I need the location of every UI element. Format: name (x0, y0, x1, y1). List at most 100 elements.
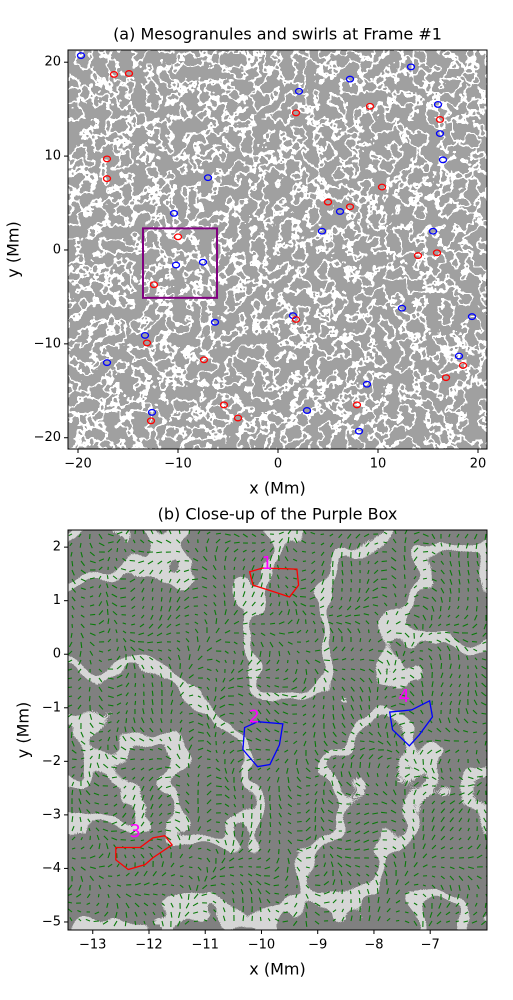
velocity-arrow (70, 632, 73, 638)
velocity-arrow (256, 727, 262, 733)
velocity-arrow (458, 664, 461, 670)
velocity-arrow (404, 892, 410, 895)
velocity-arrow (314, 677, 317, 684)
velocity-arrow (314, 659, 321, 664)
velocity-arrow (329, 542, 334, 548)
y-tick-label: 0 (53, 242, 61, 257)
velocity-arrow (246, 738, 253, 742)
velocity-arrow (465, 902, 469, 907)
velocity-arrow (167, 649, 172, 652)
velocity-arrow (223, 575, 226, 580)
velocity-arrow (422, 911, 425, 918)
velocity-arrow (431, 825, 435, 832)
velocity-arrow (98, 619, 105, 625)
velocity-arrow (401, 668, 406, 671)
velocity-arrow (359, 753, 364, 760)
velocity-arrow (419, 657, 424, 661)
swirl-contour (102, 175, 112, 183)
velocity-arrow (257, 684, 262, 688)
velocity-arrow (220, 722, 226, 726)
velocity-arrow (358, 898, 361, 904)
velocity-arrow (165, 829, 172, 832)
velocity-arrow (366, 888, 370, 895)
velocity-arrow (161, 872, 167, 877)
velocity-arrow (68, 668, 73, 671)
swirl-contour (102, 155, 112, 163)
velocity-arrow (170, 911, 173, 918)
velocity-arrow (206, 740, 212, 745)
velocity-arrow (403, 564, 406, 571)
velocity-arrow (269, 622, 276, 625)
swirl-contour (291, 109, 301, 117)
velocity-arrow (197, 655, 203, 661)
velocity-arrow (185, 799, 190, 805)
velocity-arrow (368, 762, 371, 769)
x-tick-label: 0 (274, 457, 282, 472)
velocity-arrow (71, 766, 76, 769)
velocity-arrow (98, 677, 103, 683)
velocity-arrow (267, 908, 271, 913)
velocity-arrow (149, 758, 154, 761)
velocity-arrow (77, 695, 82, 700)
velocity-arrow (78, 659, 82, 666)
velocity-arrow (463, 730, 469, 733)
y-tick-label: −2 (42, 754, 61, 769)
velocity-arrow (373, 569, 379, 575)
velocity-arrow (357, 882, 361, 886)
velocity-arrow (312, 704, 316, 708)
velocity-arrow (336, 791, 343, 796)
velocity-arrow (158, 794, 163, 800)
velocity-arrow (346, 871, 352, 877)
velocity-arrow (440, 816, 445, 823)
velocity-arrow (287, 641, 293, 645)
velocity-arrow (359, 722, 363, 727)
velocity-arrow (431, 808, 435, 814)
velocity-arrow (382, 594, 388, 598)
velocity-arrow (258, 701, 262, 706)
velocity-arrow (274, 685, 280, 688)
velocity-arrow (474, 690, 478, 697)
velocity-arrow (134, 911, 138, 917)
velocity-arrow (346, 781, 352, 787)
velocity-arrow (291, 686, 298, 690)
velocity-arrow (206, 677, 211, 681)
velocity-arrow (221, 731, 226, 735)
velocity-arrow (269, 612, 274, 616)
velocity-arrow (395, 749, 400, 754)
velocity-arrow (364, 596, 370, 602)
velocity-arrow (283, 721, 289, 724)
velocity-arrow (410, 650, 415, 654)
velocity-arrow (300, 602, 307, 607)
velocity-arrow (435, 749, 442, 754)
velocity-arrow (377, 677, 380, 684)
velocity-arrow (413, 758, 417, 764)
velocity-arrow (215, 785, 222, 788)
velocity-arrow (475, 749, 478, 755)
velocity-arrow (206, 636, 211, 643)
velocity-arrow (431, 690, 434, 697)
velocity-arrow (130, 596, 136, 601)
velocity-arrow (192, 557, 199, 562)
velocity-arrow (294, 902, 298, 908)
velocity-arrow (458, 799, 464, 805)
velocity-arrow (175, 763, 181, 769)
velocity-arrow (203, 595, 208, 598)
velocity-arrow (481, 658, 487, 661)
velocity-arrow (350, 695, 355, 702)
velocity-arrow (68, 722, 73, 729)
velocity-arrow (300, 587, 307, 590)
velocity-arrow (278, 794, 282, 801)
velocity-arrow (320, 816, 325, 823)
velocity-arrow (374, 542, 379, 545)
velocity-arrow (106, 583, 109, 589)
velocity-arrow (113, 803, 118, 807)
velocity-arrow (206, 799, 212, 805)
velocity-arrow (287, 794, 293, 800)
velocity-arrow (474, 665, 478, 670)
velocity-arrow (386, 659, 390, 666)
velocity-arrow (328, 799, 334, 805)
velocity-arrow (184, 614, 190, 617)
velocity-arrow (115, 735, 118, 742)
velocity-arrow (476, 781, 482, 787)
velocity-arrow (248, 692, 253, 697)
